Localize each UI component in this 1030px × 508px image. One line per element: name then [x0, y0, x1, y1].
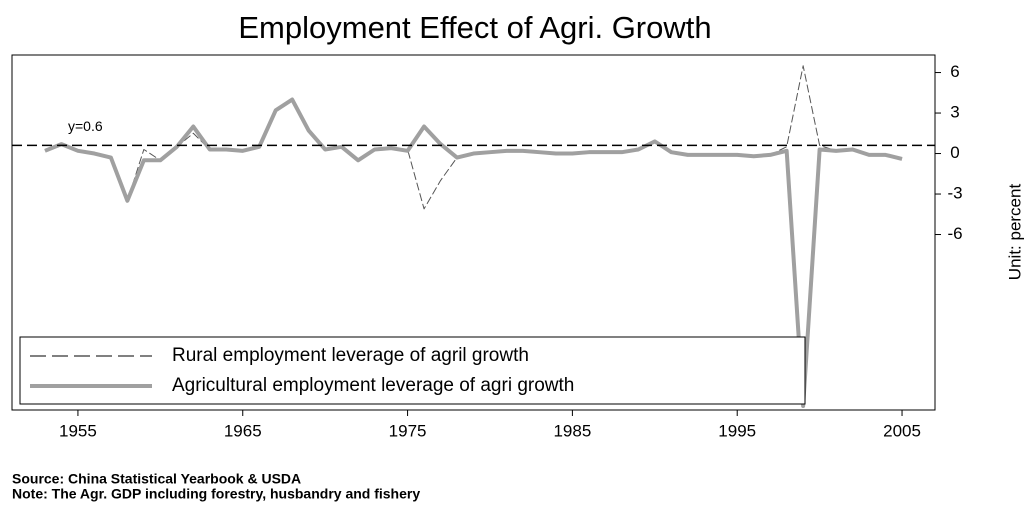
- plot-frame: [11, 54, 936, 411]
- series-line: [44, 97, 903, 408]
- legend-label: Agricultural employment leverage of agri…: [172, 375, 574, 396]
- reference-label: y=0.6: [68, 118, 103, 134]
- chart-title: Employment Effect of Agri. Growth: [238, 10, 711, 45]
- x-tick-label: 1965: [224, 421, 262, 440]
- x-tick-label: 1975: [389, 421, 427, 440]
- y-tick-label: -6: [947, 224, 962, 243]
- source-note: Source: China Statistical Yearbook & USD…: [12, 471, 301, 487]
- y-tick-label: 6: [950, 62, 959, 81]
- legend-box: [19, 336, 806, 405]
- y-tick-label: 3: [950, 103, 959, 122]
- x-tick-label: 1955: [59, 421, 97, 440]
- y-tick-label: 0: [950, 143, 959, 162]
- series-line: [44, 65, 903, 210]
- legend-label: Rural employment leverage of agril growt…: [172, 345, 529, 366]
- y-axis-label: Unit: percent: [1005, 184, 1024, 281]
- y-tick-label: -3: [947, 184, 962, 203]
- x-tick-label: 2005: [883, 421, 921, 440]
- x-tick-label: 1985: [553, 421, 591, 440]
- x-tick-label: 1995: [718, 421, 756, 440]
- note: Note: The Agr. GDP including forestry, h…: [12, 486, 420, 502]
